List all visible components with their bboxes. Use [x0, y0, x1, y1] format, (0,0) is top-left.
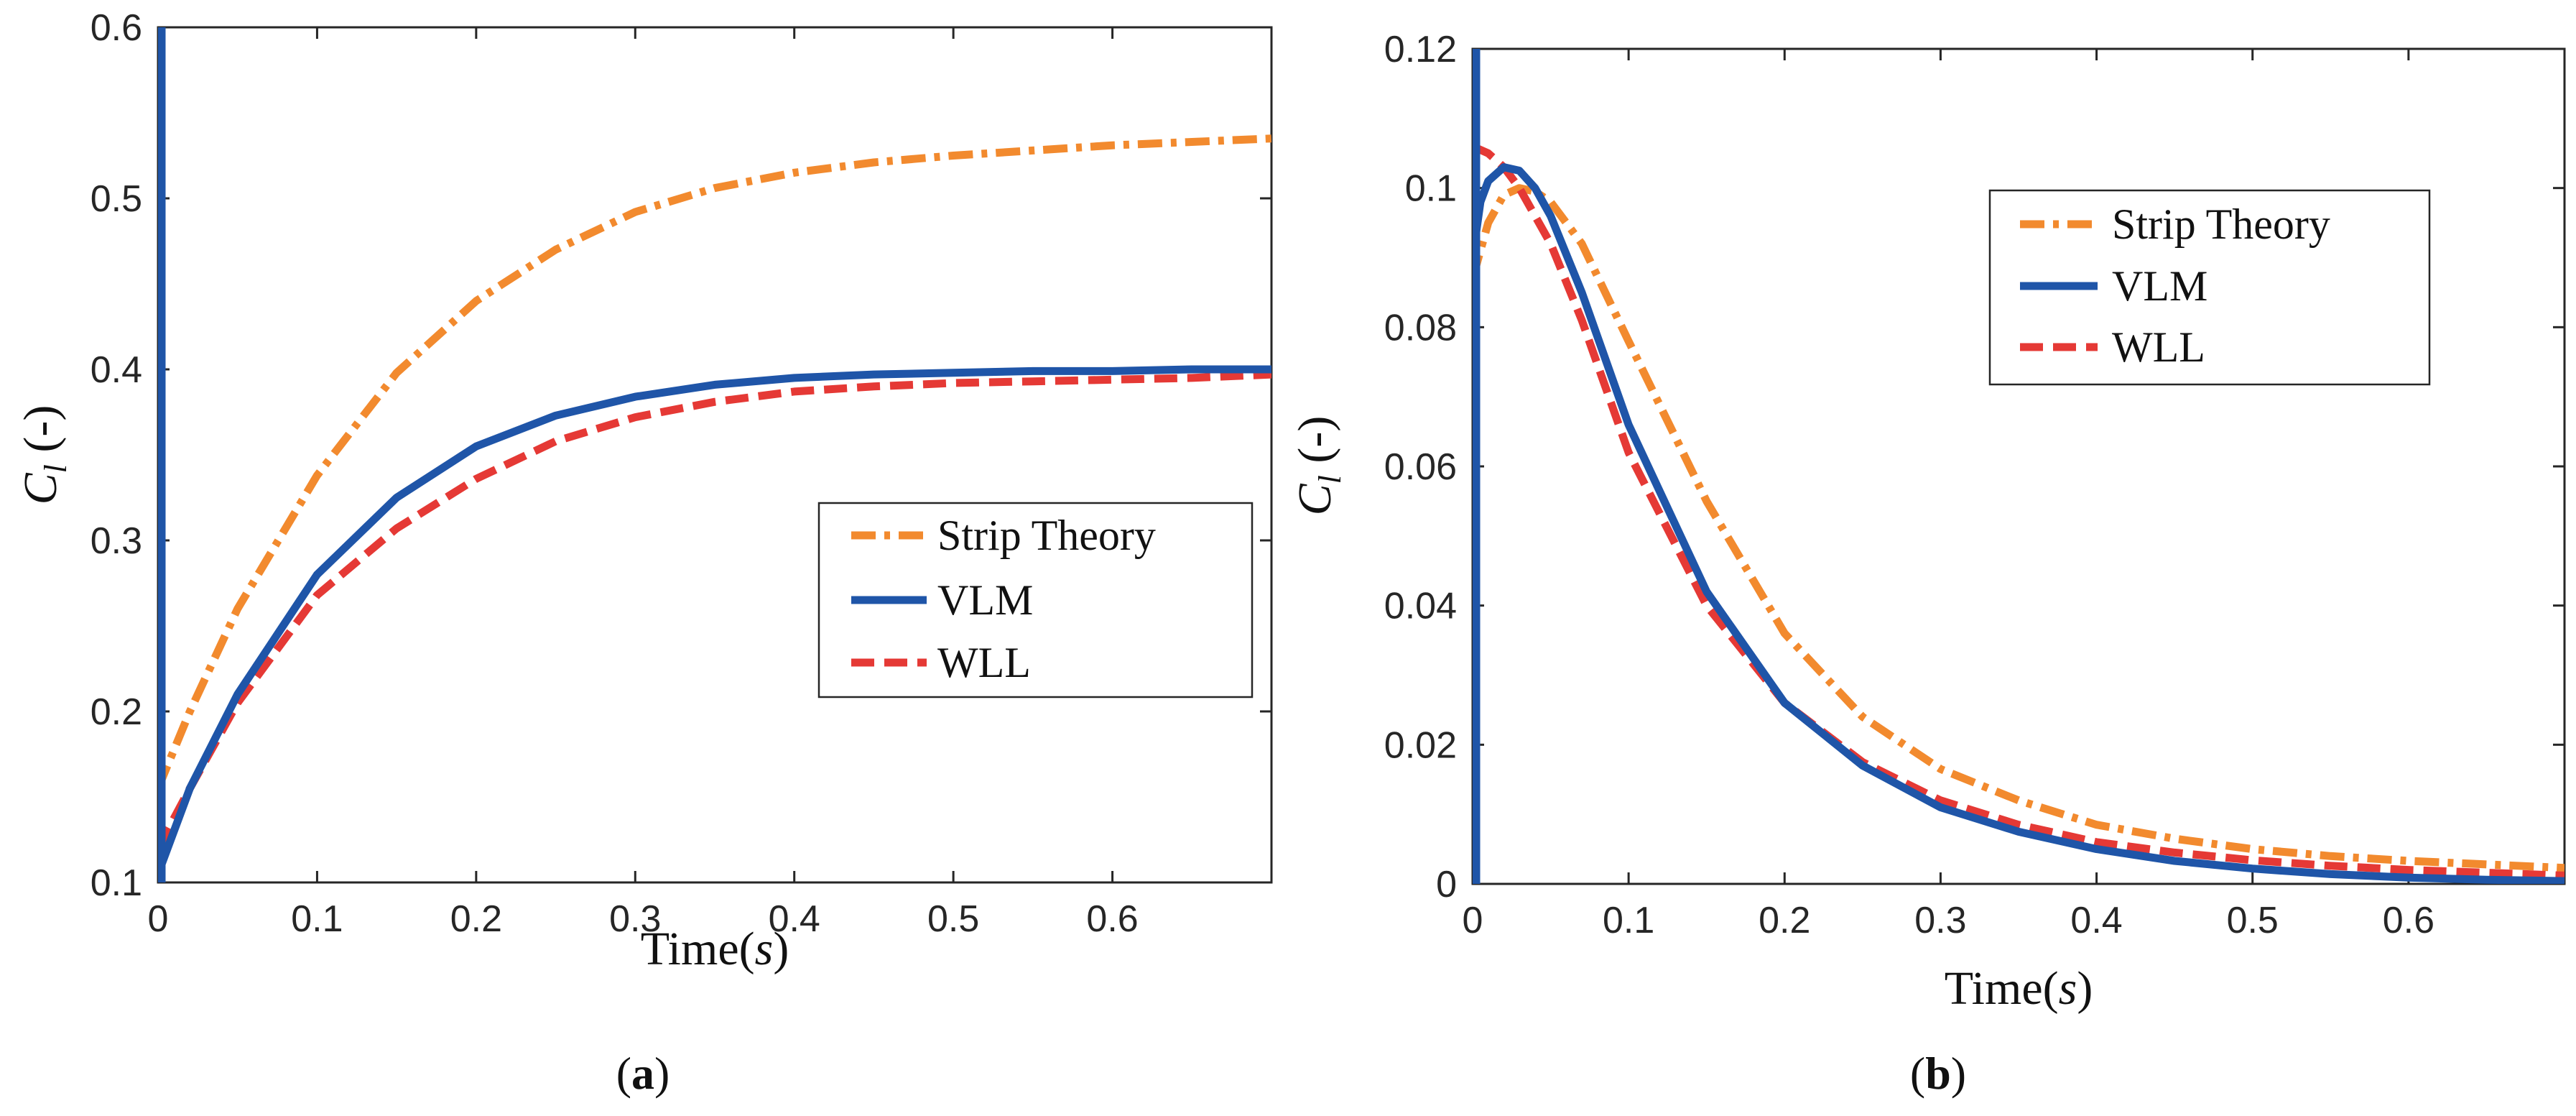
x-tick-label: 0.6: [1086, 898, 1138, 940]
y-tick-label: 0: [1436, 864, 1457, 905]
legend-label-wll-a: WLL: [937, 639, 1031, 686]
y-tick-label: 0.6: [91, 7, 142, 49]
series-layer-b: [1473, 49, 2565, 884]
legend-label-vlm-b: VLM: [2112, 262, 2207, 310]
legend-label-wll-b: WLL: [2112, 323, 2205, 371]
x-tick-label: 0.2: [1759, 900, 1810, 941]
x-tick-label: 0.4: [769, 898, 820, 940]
x-ticks-a: 0 0.1 0.2 0.3 0.4 0.5 0.6: [148, 27, 1139, 940]
plot-frame-b: [1471, 47, 2566, 885]
series-line-vlm: [1473, 163, 2565, 884]
y-tick-label: 0.4: [91, 349, 142, 391]
x-tick-label: 0.1: [291, 898, 343, 940]
legend-label-vlm-a: VLM: [937, 576, 1033, 624]
x-tick-label: 0.6: [2383, 900, 2434, 941]
x-tick-label: 0.1: [1603, 900, 1654, 941]
legend-label-strip-theory-a: Strip Theory: [937, 512, 1156, 559]
x-tick-label: 0.3: [609, 898, 661, 940]
y-tick-label: 0.12: [1384, 29, 1457, 70]
x-tick-label: 0.2: [450, 898, 502, 940]
x-tick-label: 0: [1463, 900, 1483, 941]
x-ticks-b: 0 0.1 0.2 0.3 0.4 0.5 0.6: [1463, 49, 2434, 941]
series-line-wll: [158, 370, 1271, 850]
plot-frame-a: [157, 26, 1273, 884]
panel-label-b: (b): [1910, 1048, 1966, 1099]
y-tick-label: 0.1: [91, 862, 142, 904]
x-tick-label: 0.3: [1914, 900, 1966, 941]
y-tick-label: 0.2: [91, 691, 142, 733]
x-axis-label-b: Time(s): [1945, 962, 2093, 1015]
y-tick-label: 0.3: [91, 520, 142, 562]
y-tick-label: 0.02: [1384, 724, 1457, 766]
chart-panel-b: 0 0.1 0.2 0.3 0.4 0.5 0.6 0 0.02 0.04 0.06 0.08 0.1…: [1289, 29, 2566, 1099]
y-ticks-a: 0.1 0.2 0.3 0.4 0.5 0.6: [91, 7, 1271, 904]
legend-a: Strip Theory VLM WLL: [817, 502, 1254, 698]
series-line-strip-theory: [158, 134, 1271, 790]
x-tick-label: 0.5: [2227, 900, 2279, 941]
legend-label-strip-theory-b: Strip Theory: [2112, 200, 2330, 248]
chart-panel-a: 0 0.1 0.2 0.3 0.4 0.5 0.6 0.10.20.30.40.50.6 T…: [14, 7, 1273, 1099]
y-tick-label: 0.1: [1405, 168, 1457, 210]
y-axis-label-b: Cl (-): [1289, 416, 1348, 516]
panel-label-a: (a): [616, 1048, 670, 1099]
series-line-vlm: [158, 365, 1271, 876]
y-tick-label: 0.04: [1384, 586, 1457, 627]
y-tick-label: 0.06: [1384, 446, 1457, 488]
series-layer-a: [158, 27, 1271, 882]
x-tick-label: 0.4: [2070, 900, 2122, 941]
y-ticks-b: 0 0.02 0.04 0.06 0.08 0.1 0.12: [1384, 29, 2565, 905]
y-axis-label-a: Cl (-): [14, 405, 73, 505]
series-line-strip-theory: [1473, 184, 2565, 872]
y-tick-label: 0.08: [1384, 307, 1457, 349]
x-axis-label-a: Time(s): [641, 923, 789, 975]
legend-b: Strip Theory VLM WLL: [1988, 189, 2431, 386]
y-tick-label: 0.5: [91, 178, 142, 220]
x-tick-label: 0: [148, 898, 169, 940]
x-tick-label: 0.5: [927, 898, 979, 940]
